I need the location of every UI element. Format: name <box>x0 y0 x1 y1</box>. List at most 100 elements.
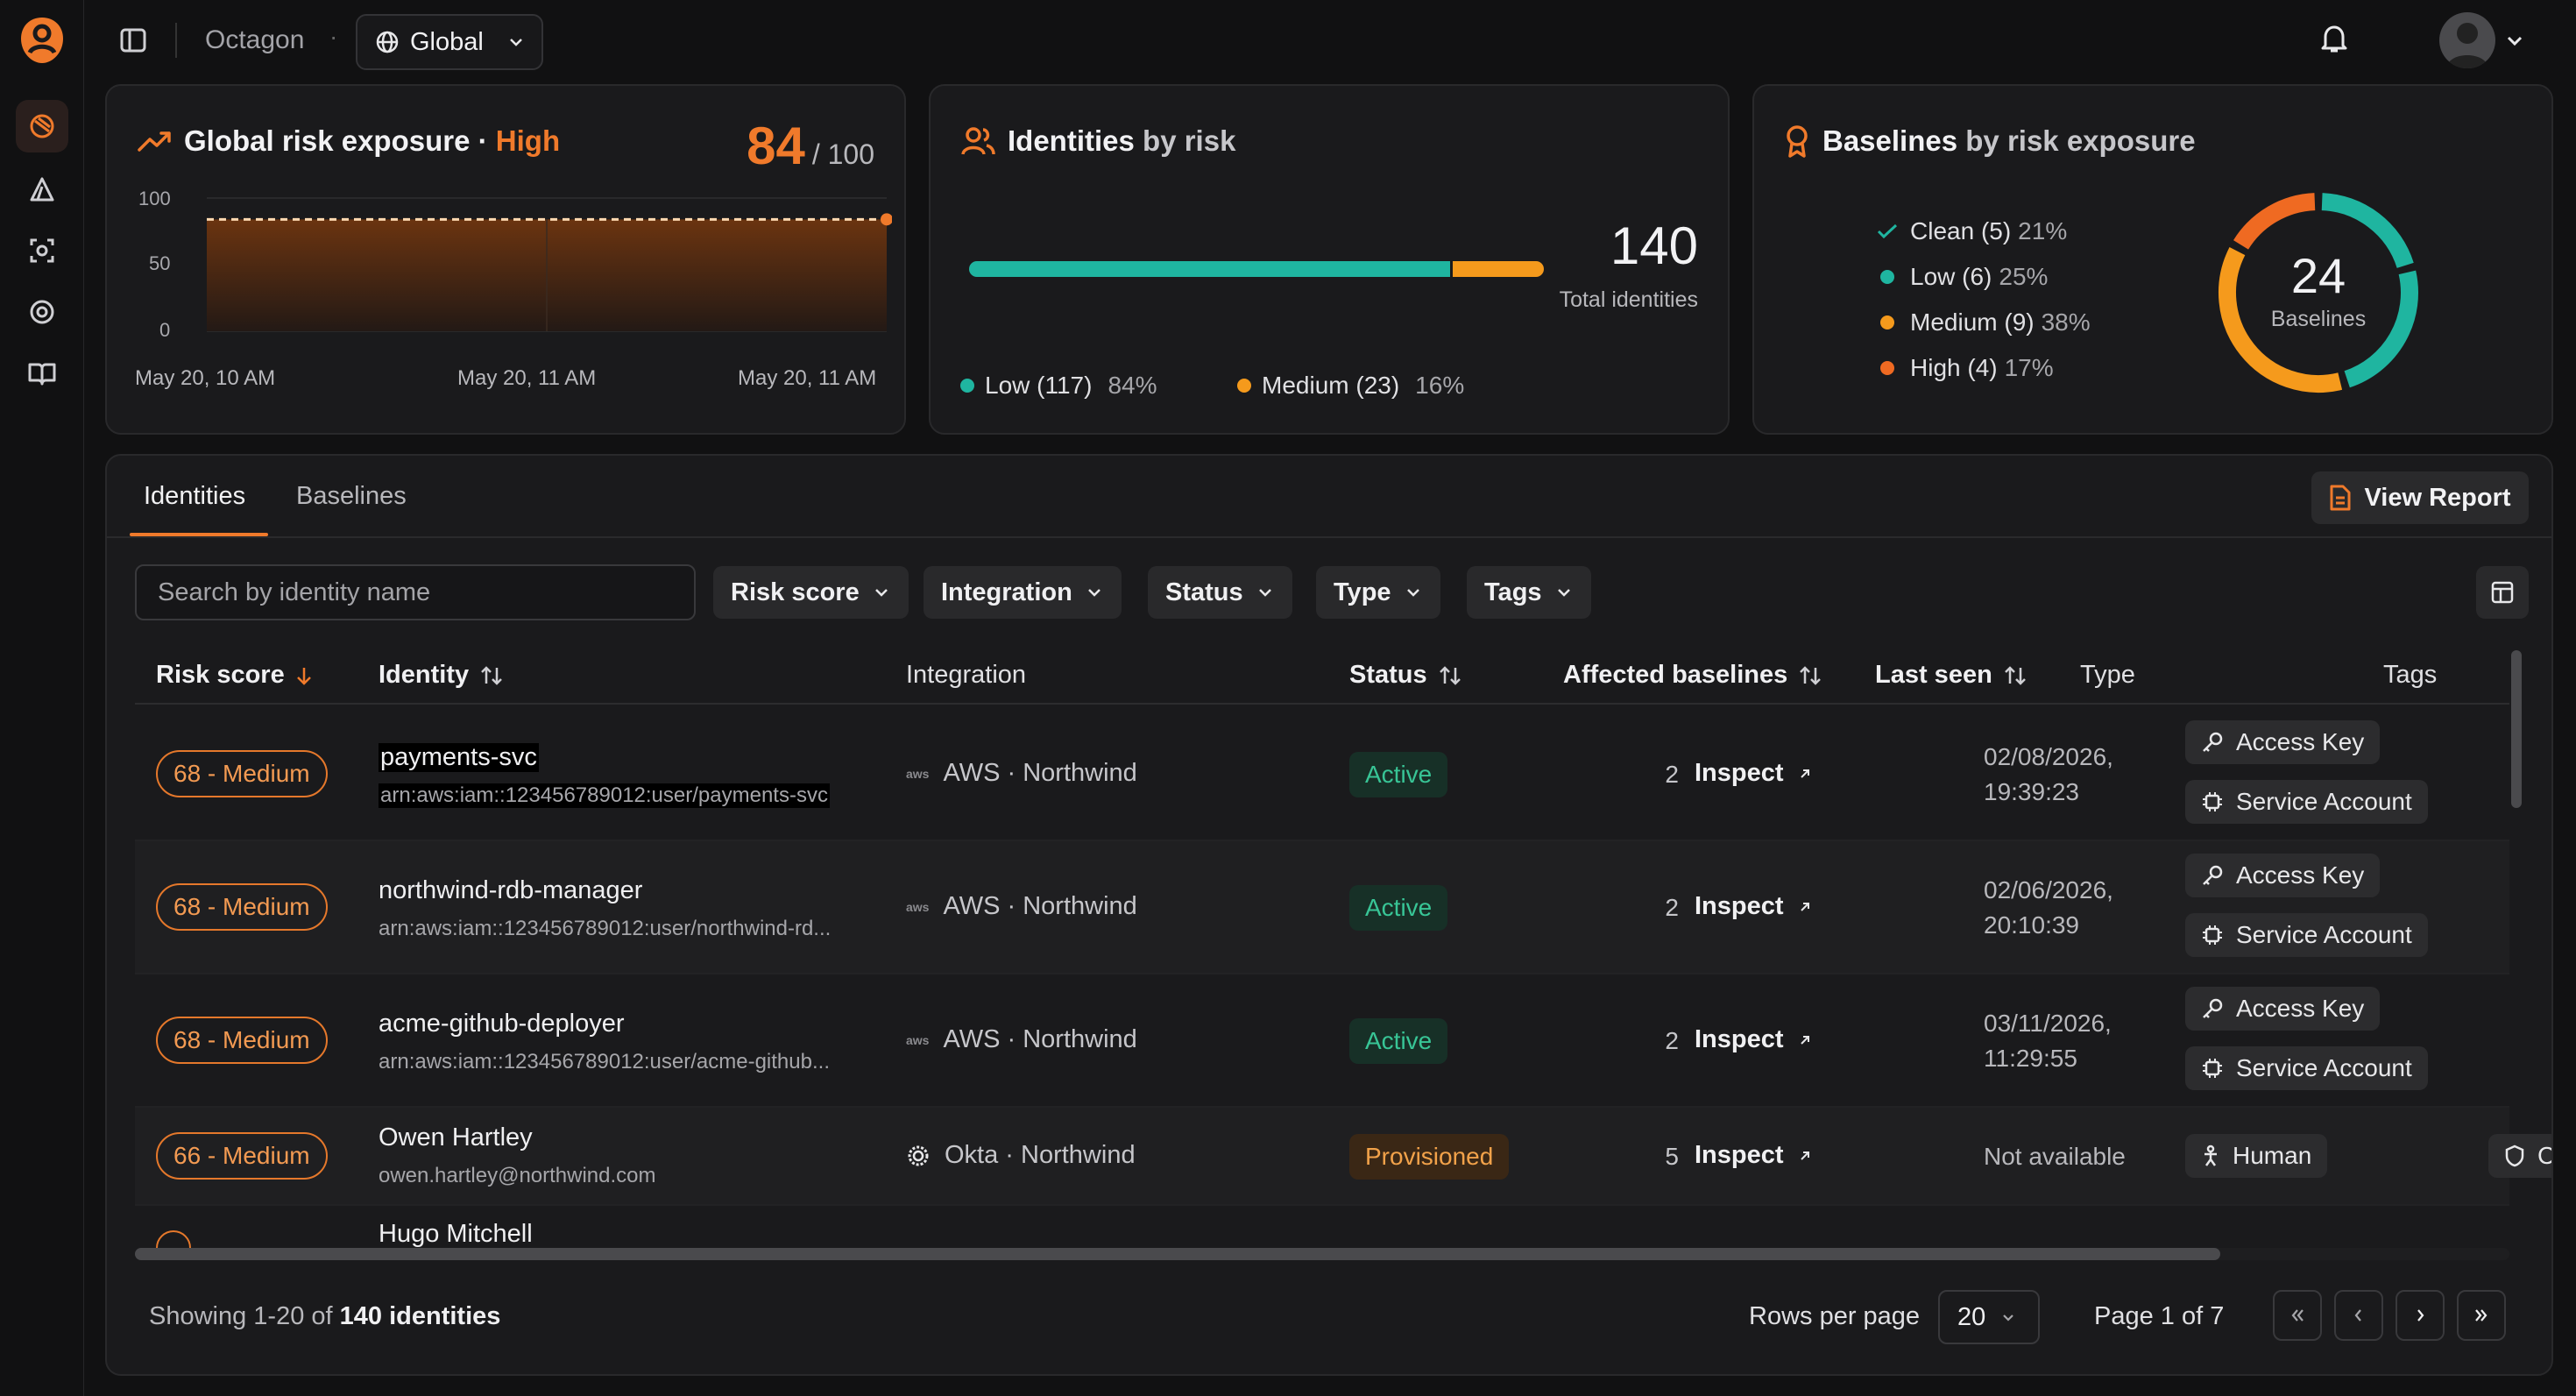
aws-icon: aws <box>906 1032 930 1047</box>
account-menu-button[interactable] <box>2504 30 2525 55</box>
filter-status[interactable]: Status <box>1148 566 1292 619</box>
legend-dot <box>1880 270 1894 284</box>
okta-icon <box>908 1145 929 1166</box>
sidebar-item-baselines[interactable] <box>16 286 68 338</box>
status-badge: Active <box>1349 752 1448 797</box>
tag-critical: Critica <box>2488 1134 2551 1178</box>
card-title: Identities by risk <box>960 124 1235 158</box>
sidebar-item-risk[interactable] <box>16 100 68 152</box>
chevron-down-icon <box>2507 36 2523 46</box>
col-label: Integration <box>906 661 1027 689</box>
tab-identities[interactable]: Identities <box>144 482 246 510</box>
table-row[interactable]: 68 - Medium northwind-rdb-manager arn:aw… <box>135 841 2509 974</box>
affected-count: 2 <box>1665 761 1679 788</box>
risk-level: High <box>495 124 561 157</box>
column-settings-button[interactable] <box>2476 566 2529 619</box>
top-bar: Octagon · Global <box>84 0 2576 84</box>
col-risk-score[interactable]: Risk score <box>156 661 313 690</box>
legend-pct: 21% <box>2018 217 2068 244</box>
col-status[interactable]: Status <box>1349 661 1462 690</box>
sidebar-item-docs[interactable] <box>16 347 68 400</box>
total-identities-value: 140 <box>1610 216 1698 275</box>
risk-title: Global risk exposure <box>184 124 471 157</box>
legend-pct: 25% <box>1999 263 2049 290</box>
identity-name[interactable]: Owen Hartley <box>379 1123 533 1152</box>
showing-label: Showing 1-20 of <box>149 1302 333 1330</box>
chip-icon <box>2203 1059 2222 1078</box>
inspect-link[interactable]: Inspect <box>1695 1025 1812 1054</box>
filter-risk-score[interactable]: Risk score <box>713 566 909 619</box>
risk-exposure-card: Global risk exposure · High 84 / 100 100… <box>105 84 906 435</box>
table-row[interactable]: 68 - Medium payments-svc arn:aws:iam::12… <box>135 708 2509 841</box>
rows-per-page-select[interactable]: 20 <box>1938 1290 2040 1344</box>
avatar[interactable] <box>2439 12 2495 68</box>
inspect-link[interactable]: Inspect <box>1695 1141 1812 1170</box>
legend-pct: 84% <box>1108 372 1157 399</box>
toggle-sidebar-button[interactable] <box>119 26 147 59</box>
inspect-label: Inspect <box>1695 1025 1784 1053</box>
next-page-button[interactable] <box>2396 1290 2445 1341</box>
sidebar-item-identities[interactable] <box>16 224 68 277</box>
app-logo[interactable] <box>19 16 65 65</box>
risk-badge <box>156 1230 191 1248</box>
col-label: Identity <box>379 661 470 689</box>
type-label: Service Account <box>2236 921 2412 948</box>
first-page-button[interactable] <box>2273 1290 2322 1341</box>
col-identity[interactable]: Identity <box>379 661 504 690</box>
legend-label: Low (117) <box>985 372 1093 399</box>
baselines-legend: Clean (5) 21% Low (6) 25% Medium (9) 38% Hi… <box>1877 209 2091 391</box>
sidebar <box>0 0 84 1396</box>
rows-per-page-value: 20 <box>1957 1302 1986 1331</box>
horizontal-scrollbar-thumb[interactable] <box>135 1248 2220 1260</box>
baselines-card: Baselines by risk exposure Clean (5) 21% … <box>1752 84 2553 435</box>
last-page-button[interactable] <box>2457 1290 2506 1341</box>
type-tag-service-account: Service Account <box>2185 913 2428 957</box>
col-last-seen[interactable]: Last seen <box>1875 661 2028 690</box>
identity-name[interactable]: acme-github-deployer <box>379 1010 625 1038</box>
sort-icon <box>481 665 503 685</box>
chip-icon <box>2203 925 2222 945</box>
divider <box>175 23 177 58</box>
col-integration: Integration <box>906 661 1026 690</box>
view-report-button[interactable]: View Report <box>2311 471 2529 524</box>
sidebar-item-alerts[interactable] <box>16 163 68 216</box>
identity-name[interactable]: payments-svc <box>379 743 539 772</box>
award-icon <box>1787 125 1808 158</box>
tab-baselines[interactable]: Baselines <box>296 482 407 510</box>
scope-selector[interactable]: Global <box>356 14 543 70</box>
vertical-scrollbar-thumb[interactable] <box>2511 650 2522 808</box>
previous-page-button[interactable] <box>2334 1290 2383 1341</box>
filter-type[interactable]: Type <box>1316 566 1440 619</box>
risk-badge: 68 - Medium <box>156 750 328 797</box>
table-row[interactable]: Hugo Mitchell <box>135 1206 2509 1248</box>
col-affected-baselines[interactable]: Affected baselines <box>1563 661 1822 690</box>
results-summary: Showing 1-20 of 140 identities <box>149 1302 500 1331</box>
org-breadcrumb[interactable]: Octagon <box>205 25 305 54</box>
table-row[interactable]: 66 - Medium Owen Hartley owen.hartley@no… <box>135 1108 2551 1206</box>
key-icon <box>2203 732 2223 752</box>
affected-count: 2 <box>1665 894 1679 921</box>
col-label: Status <box>1349 661 1427 689</box>
filter-tags[interactable]: Tags <box>1467 566 1591 619</box>
type-label: Access Key <box>2236 861 2365 889</box>
inspect-link[interactable]: Inspect <box>1695 759 1812 788</box>
filter-integration[interactable]: Integration <box>924 566 1122 619</box>
search-input[interactable] <box>135 564 696 620</box>
legend-label: Medium (23) <box>1262 372 1400 399</box>
risk-icon <box>30 114 54 138</box>
breadcrumb-separator: · <box>329 23 338 50</box>
table-row[interactable]: 68 - Medium acme-github-deployer arn:aws… <box>135 974 2509 1108</box>
y-tick: 0 <box>159 319 171 341</box>
inspect-link[interactable]: Inspect <box>1695 892 1812 921</box>
chevrons-right-icon <box>2475 1309 2488 1322</box>
risk-badge: 68 - Medium <box>156 883 328 931</box>
notifications-button[interactable] <box>2320 23 2348 59</box>
identity-name[interactable]: Hugo Mitchell <box>379 1220 533 1248</box>
type-label: Service Account <box>2236 788 2412 815</box>
chevron-down-icon <box>874 589 888 597</box>
type-label: Service Account <box>2236 1054 2412 1081</box>
identity-name[interactable]: northwind-rdb-manager <box>379 876 643 904</box>
integration-cell: aws AWS · Northwind <box>906 759 1137 788</box>
filter-label: Integration <box>941 578 1072 606</box>
type-tag-service-account: Service Account <box>2185 780 2428 824</box>
